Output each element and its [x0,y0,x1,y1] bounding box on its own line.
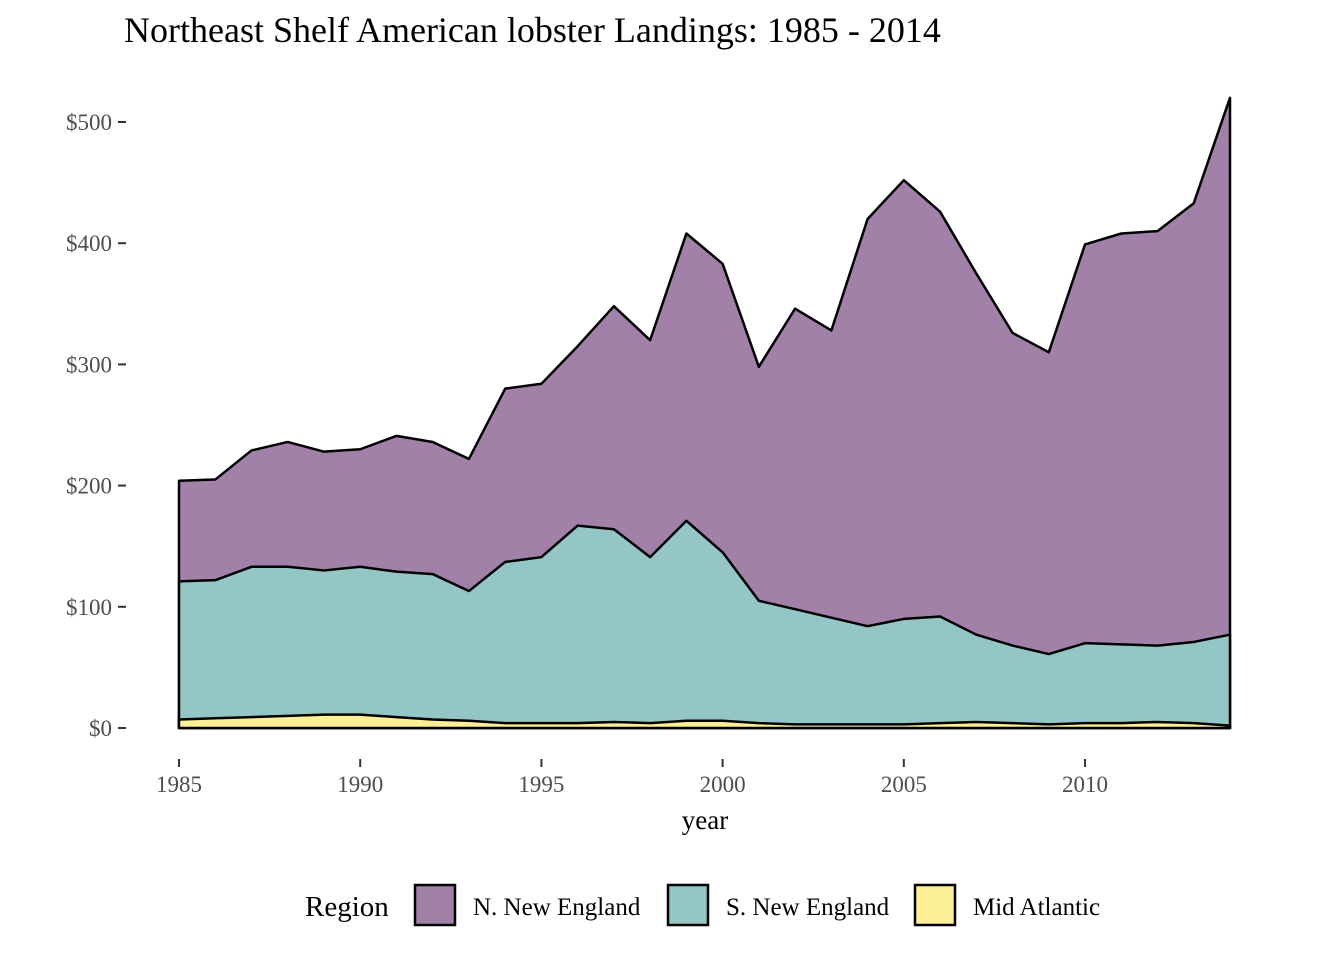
y-tick-label: $400 [66,231,112,256]
x-tick-label: 2005 [881,772,927,797]
y-tick-label: $200 [66,474,112,499]
legend-label-n-new-england: N. New England [473,894,641,921]
x-tick-label: 2000 [700,772,746,797]
legend-label-mid-atlantic: Mid Atlantic [973,894,1100,921]
area-s-new-england [177,519,1232,730]
x-tick-label: 1995 [518,772,564,797]
legend-label-s-new-england: S. New England [726,894,890,921]
area-layers [177,96,1232,730]
legend-key-s-new-england [666,883,710,927]
y-tick-label: $0 [89,716,112,741]
chart-title: Northeast Shelf American lobster Landing… [124,10,941,50]
x-tick-label: 2010 [1062,772,1108,797]
x-axis: 1985 1990 1995 2000 2005 2010 [156,759,1108,797]
y-tick-label: $300 [66,352,112,377]
area-mid-atlantic [177,713,1232,730]
x-tick-label: 1990 [337,772,383,797]
legend-key-mid-atlantic [913,883,957,927]
area-n-new-england [177,96,1232,730]
legend-key-n-new-england [413,883,457,927]
x-tick-label: 1985 [156,772,202,797]
y-tick-label: $500 [66,110,112,135]
y-tick-label: $100 [66,595,112,620]
legend: Region N. New England S. New England Mid A… [305,883,1100,927]
x-axis-title: year [682,805,728,835]
y-axis: $0 $100 $200 $300 $400 $500 [66,110,126,741]
legend-title: Region [305,891,389,923]
